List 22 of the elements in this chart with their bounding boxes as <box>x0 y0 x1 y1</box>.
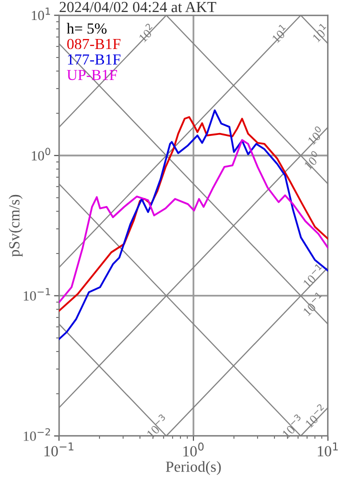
x-axis-title: Period(s) <box>166 461 221 475</box>
annotation: 10$^{−2}$ <box>302 404 328 428</box>
legend-title: h= 5% <box>66 22 107 34</box>
y-tick-label: 10$^{−2}$ <box>24 428 50 441</box>
annotation: 10$^{1}$ <box>270 24 290 44</box>
y-tick-label: 10$^{1}$ <box>32 8 50 20</box>
annotation: 10$^{2}$ <box>136 22 156 42</box>
text: 177-B1F <box>68 54 120 65</box>
annotation: 10$^{−1}$ <box>300 291 326 316</box>
y-tick-label: 10$^{0}$ <box>32 148 50 160</box>
annotation: 10$^{0}$ <box>305 126 326 146</box>
y-tick-label: 10$^{−1}$ <box>24 288 50 301</box>
y-axis-title: pSv(cm/s) <box>8 194 23 257</box>
annotation: 10$^{1}$ <box>310 22 330 42</box>
annotation: 10$^{0}$ <box>302 150 322 170</box>
text: UP-B1F <box>66 70 118 80</box>
x-tick-label: 10$^{0}$ <box>183 442 204 456</box>
x-tick-label: 10$^{−1}$ <box>44 442 74 456</box>
x-tick-label: 10$^{1}$ <box>318 442 338 456</box>
text: 087-B1F <box>67 38 120 50</box>
chart-title: 2024/04/02 04:24 at AKT <box>60 2 216 12</box>
annotation: 10$^{−1}$ <box>300 263 326 288</box>
